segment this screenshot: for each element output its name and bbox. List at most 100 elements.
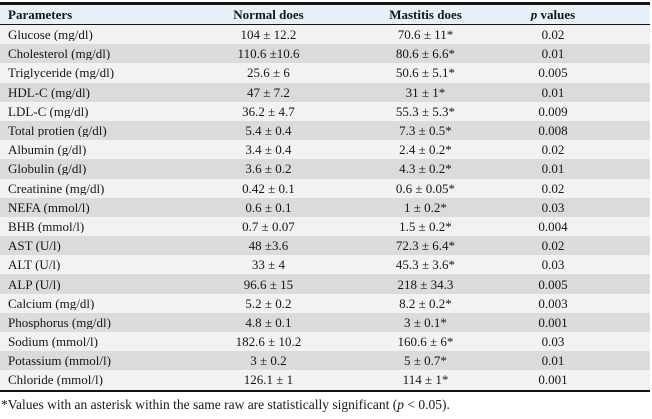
cell-normal-does-value: 47 ± 7.2 — [247, 85, 290, 99]
cell-parameter: Albumin (g/dl) — [8, 143, 87, 157]
table-header-row: Parameters Normal does Mastitis does p v… — [0, 5, 650, 25]
cell-mastitis-does-value: 1 ± 0.2* — [404, 200, 447, 214]
cell-p-value: 0.01 — [541, 162, 565, 176]
footnote-p-symbol: p — [397, 397, 405, 412]
cell-normal-does-value: 104 ± 12.2 — [240, 28, 297, 42]
cell-normal-does-value: 48 ±3.6 — [248, 239, 289, 253]
cell-parameter: ALT (U/l) — [8, 258, 61, 272]
cell-normal-does-value: 5.2 ± 0.2 — [245, 296, 292, 310]
table-row: Chloride (mmol/l) 126.1 ± 1 114 ± 1* 0.0… — [0, 370, 650, 390]
cell-mastitis-does-value: 5 ± 0.7* — [404, 354, 447, 368]
cell-p-value: 0.009 — [538, 104, 568, 118]
parameters-table: Parameters Normal does Mastitis does p v… — [0, 2, 650, 392]
cell-normal-does-value: 0.7 ± 0.07 — [242, 219, 295, 233]
footnote-text-post: < 0.05). — [404, 397, 450, 412]
cell-p-value: 0.003 — [538, 296, 568, 310]
cell-mastitis-does-value: 160.6 ± 6* — [397, 335, 454, 349]
cell-parameter: Calcium (mg/dl) — [8, 296, 95, 310]
cell-mastitis-does-value: 45.3 ± 3.6* — [395, 258, 456, 272]
cell-normal-does-value: 36.2 ± 4.7 — [242, 104, 295, 118]
cell-p-value: 0.02 — [541, 181, 565, 195]
table-row: Cholesterol (mg/dl) 110.6 ±10.6 80.6 ± 6… — [0, 44, 650, 64]
cell-parameter: ALP (U/l) — [8, 277, 61, 291]
cell-parameter: Chloride (mmol/l) — [8, 373, 103, 387]
table-row: Triglyceride (mg/dl) 25.6 ± 6 50.6 ± 5.1… — [0, 63, 650, 83]
cell-p-value: 0.01 — [541, 47, 565, 61]
column-header-normal-does: Normal does — [233, 8, 304, 21]
cell-p-value: 0.02 — [541, 28, 565, 42]
cell-normal-does-value: 33 ± 4 — [251, 258, 286, 272]
table-row: AST (U/l) 48 ±3.6 72.3 ± 6.4* 0.02 — [0, 236, 650, 256]
cell-p-value: 0.004 — [538, 219, 568, 233]
cell-parameter: HDL-C (mg/dl) — [8, 85, 90, 99]
cell-normal-does-value: 96.6 ± 15 — [243, 277, 294, 291]
cell-mastitis-does-value: 80.6 ± 6.6* — [395, 47, 456, 61]
cell-p-value: 0.001 — [538, 373, 568, 387]
table-row: BHB (mmol/l) 0.7 ± 0.07 1.5 ± 0.2* 0.004 — [0, 216, 650, 237]
cell-mastitis-does-value: 4.3 ± 0.2* — [399, 162, 452, 176]
cell-p-value: 0.03 — [541, 335, 565, 349]
table-row: ALT (U/l) 33 ± 4 45.3 ± 3.6* 0.03 — [0, 255, 650, 275]
table-row: HDL-C (mg/dl) 47 ± 7.2 31 ± 1* 0.01 — [0, 82, 650, 102]
cell-p-value: 0.01 — [541, 354, 565, 368]
cell-mastitis-does-value: 2.4 ± 0.2* — [399, 143, 452, 157]
cell-mastitis-does-value: 218 ± 34.3 — [397, 277, 454, 291]
cell-parameter: NEFA (mmol/l) — [8, 200, 90, 214]
cell-normal-does-value: 0.42 ± 0.1 — [242, 181, 295, 195]
cell-normal-does-value: 25.6 ± 6 — [247, 66, 290, 80]
column-header-parameters: Parameters — [8, 8, 73, 21]
cell-mastitis-does-value: 55.3 ± 5.3* — [395, 104, 456, 118]
cell-parameter: AST (U/l) — [8, 239, 61, 253]
table-row: Sodium (mmol/l) 182.6 ± 10.2 160.6 ± 6* … — [0, 332, 650, 352]
table-row: Total protien (g/dl) 5.4 ± 0.4 7.3 ± 0.5… — [0, 120, 650, 141]
column-header-mastitis-does: Mastitis does — [389, 8, 462, 21]
table-row: ALP (U/l) 96.6 ± 15 218 ± 34.3 0.005 — [0, 274, 650, 294]
cell-p-value: 0.005 — [538, 277, 568, 291]
table-row: Phosphorus (mg/dl) 4.8 ± 0.1 3 ± 0.1* 0.… — [0, 312, 650, 332]
cell-normal-does-value: 182.6 ± 10.2 — [235, 335, 302, 349]
cell-parameter: Potassium (mmol/l) — [8, 354, 111, 368]
footnote-text-pre: *Values with an asterisk within the same… — [1, 397, 398, 412]
table-row: NEFA (mmol/l) 0.6 ± 0.1 1 ± 0.2* 0.03 — [0, 197, 650, 217]
cell-parameter: BHB (mmol/l) — [8, 219, 85, 233]
cell-mastitis-does-value: 50.6 ± 5.1* — [395, 66, 456, 80]
cell-mastitis-does-value: 114 ± 1* — [402, 373, 449, 387]
cell-normal-does-value: 0.6 ± 0.1 — [245, 200, 292, 214]
cell-parameter: Total protien (g/dl) — [8, 124, 107, 138]
table-row: Calcium (mg/dl) 5.2 ± 0.2 8.2 ± 0.2* 0.0… — [0, 293, 650, 313]
cell-parameter: Cholesterol (mg/dl) — [8, 47, 111, 61]
cell-normal-does-value: 3.6 ± 0.2 — [245, 162, 292, 176]
cell-parameter: LDL-C (mg/dl) — [8, 104, 89, 118]
cell-normal-does-value: 126.1 ± 1 — [243, 373, 294, 387]
cell-mastitis-does-value: 7.3 ± 0.5* — [399, 124, 452, 138]
cell-normal-does-value: 5.4 ± 0.4 — [245, 124, 292, 138]
cell-parameter: Phosphorus (mg/dl) — [8, 315, 111, 329]
cell-p-value: 0.005 — [538, 66, 568, 80]
cell-mastitis-does-value: 1.5 ± 0.2* — [399, 219, 452, 233]
cell-p-value: 0.001 — [538, 315, 568, 329]
table-body: Glucose (mg/dl) 104 ± 12.2 70.6 ± 11* 0.… — [0, 25, 650, 390]
cell-mastitis-does-value: 0.6 ± 0.05* — [395, 181, 456, 195]
cell-p-value: 0.008 — [538, 124, 568, 138]
cell-p-value: 0.03 — [541, 200, 565, 214]
cell-parameter: Globulin (g/dl) — [8, 162, 87, 176]
cell-p-value: 0.01 — [541, 85, 565, 99]
cell-normal-does-value: 3.4 ± 0.4 — [245, 143, 292, 157]
table-row: Potassium (mmol/l) 3 ± 0.2 5 ± 0.7* 0.01 — [0, 351, 650, 371]
cell-parameter: Glucose (mg/dl) — [8, 28, 93, 42]
table-row: Glucose (mg/dl) 104 ± 12.2 70.6 ± 11* 0.… — [0, 25, 650, 45]
cell-normal-does-value: 3 ± 0.2 — [250, 354, 287, 368]
cell-mastitis-does-value: 72.3 ± 6.4* — [395, 239, 456, 253]
cell-p-value: 0.03 — [541, 258, 565, 272]
cell-mastitis-does-value: 3 ± 0.1* — [404, 315, 447, 329]
table-row: Globulin (g/dl) 3.6 ± 0.2 4.3 ± 0.2* 0.0… — [0, 159, 650, 179]
cell-parameter: Creatinine (mg/dl) — [8, 181, 105, 195]
table-row: Albumin (g/dl) 3.4 ± 0.4 2.4 ± 0.2* 0.02 — [0, 140, 650, 160]
p-values-label-rest: values — [537, 8, 576, 21]
column-header-p-values: p values — [504, 8, 652, 21]
cell-mastitis-does-value: 8.2 ± 0.2* — [399, 296, 452, 310]
cell-normal-does-value: 4.8 ± 0.1 — [245, 315, 292, 329]
cell-parameter: Sodium (mmol/l) — [8, 335, 98, 349]
cell-mastitis-does-value: 70.6 ± 11* — [397, 28, 454, 42]
